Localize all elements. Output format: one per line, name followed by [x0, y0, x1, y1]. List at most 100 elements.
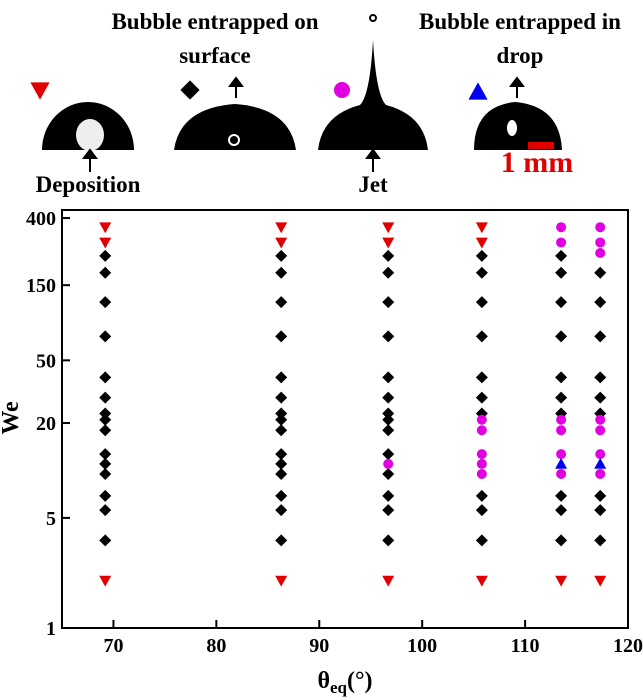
data-point: [476, 414, 487, 425]
data-point: [555, 296, 568, 309]
data-point: [99, 237, 112, 249]
x-label-symbol: θ: [317, 668, 330, 694]
data-point: [99, 424, 112, 437]
data-point: [99, 413, 112, 426]
data-point: [594, 534, 607, 547]
data-point: [556, 425, 567, 436]
data-point: [476, 458, 487, 469]
data-point: [99, 371, 112, 384]
data-point: [555, 391, 568, 404]
data-point: [99, 296, 112, 309]
legend-marker: [30, 82, 50, 100]
data-point: [99, 575, 112, 587]
data-point: [275, 391, 288, 404]
data-point: [99, 249, 112, 262]
x-tick-label: 90: [309, 635, 329, 657]
data-point: [555, 504, 568, 517]
data-point: [99, 222, 112, 234]
x-tick-label: 120: [613, 635, 643, 657]
data-point: [595, 449, 606, 460]
data-point: [594, 296, 607, 309]
data-point: [475, 330, 488, 343]
data-point: [556, 414, 567, 425]
data-point: [275, 330, 288, 343]
data-point: [275, 249, 288, 262]
data-point: [382, 371, 395, 384]
data-point: [595, 222, 606, 233]
y-tick-label: 5: [46, 508, 56, 530]
data-point: [556, 222, 567, 233]
data-point: [555, 266, 568, 279]
data-point: [382, 504, 395, 517]
data-point: [475, 237, 488, 249]
data-point: [475, 504, 488, 517]
data-point: [555, 330, 568, 343]
data-point: [275, 457, 288, 470]
data-point: [594, 504, 607, 517]
data-point: [475, 249, 488, 262]
data-point: [382, 222, 395, 234]
data-point: [275, 489, 288, 502]
data-point: [99, 504, 112, 517]
data-point: [475, 222, 488, 234]
x-axis-label: θeq(°): [317, 668, 372, 697]
data-point: [382, 448, 395, 461]
data-point: [555, 457, 568, 469]
x-tick-label: 100: [407, 635, 437, 657]
data-point: [275, 534, 288, 547]
legend-marker: [468, 82, 488, 100]
legend-label: Jet: [358, 172, 388, 197]
data-point: [595, 414, 606, 425]
data-point: [99, 467, 112, 480]
data-point: [556, 237, 567, 248]
data-point: [382, 413, 395, 426]
data-point: [382, 534, 395, 547]
data-point: [595, 237, 606, 248]
data-point: [383, 458, 394, 469]
data-point: [382, 575, 395, 587]
y-tick-label: 1: [46, 618, 56, 640]
y-tick-label: 400: [26, 208, 56, 230]
data-point: [275, 296, 288, 309]
data-point: [594, 330, 607, 343]
drop-photos: [40, 14, 562, 154]
legend-label: Bubble entrapped in drop: [419, 9, 621, 68]
data-point: [275, 448, 288, 461]
data-point: [555, 575, 568, 587]
data-point: [475, 371, 488, 384]
data-point: [275, 266, 288, 279]
data-point: [382, 237, 395, 249]
data-point: [595, 248, 606, 259]
data-point: [382, 296, 395, 309]
data-point: [275, 413, 288, 426]
data-point: [382, 467, 395, 480]
data-point: [594, 266, 607, 279]
data-point: [475, 489, 488, 502]
legend-marker: [180, 80, 200, 100]
arrows: [82, 76, 525, 172]
data-point: [99, 266, 112, 279]
data-point: [275, 222, 288, 234]
y-axis-label: We: [0, 401, 24, 435]
data-point: [476, 468, 487, 479]
x-label-sub: eq: [330, 678, 348, 697]
data-point: [275, 504, 288, 517]
data-point: [275, 575, 288, 587]
data-point: [99, 448, 112, 461]
scale-label: 1 mm: [501, 146, 573, 179]
plot-frame: [61, 209, 629, 629]
x-tick-label: 110: [511, 635, 540, 657]
data-point: [476, 425, 487, 436]
data-point: [99, 457, 112, 470]
data-point: [475, 575, 488, 587]
data-point: [594, 457, 607, 469]
data-point: [99, 330, 112, 343]
x-tick-label: 70: [103, 635, 123, 657]
data-point: [556, 449, 567, 460]
data-point: [275, 237, 288, 249]
x-tick-label: 80: [206, 635, 226, 657]
data-point: [555, 534, 568, 547]
data-point: [555, 371, 568, 384]
